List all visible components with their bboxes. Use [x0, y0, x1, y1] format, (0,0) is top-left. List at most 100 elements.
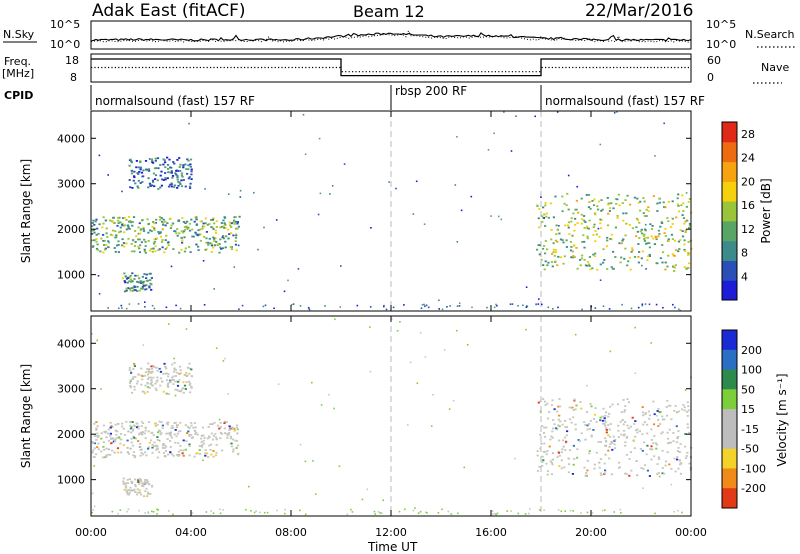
velocity-cell [565, 426, 569, 428]
velocity-cell [137, 491, 140, 494]
power-cell [684, 220, 687, 223]
power-cell [183, 229, 186, 231]
velocity-cell [585, 472, 588, 474]
velocity-cell [605, 429, 608, 431]
power-cell [157, 188, 160, 190]
power-cell [148, 285, 151, 288]
power-cell [586, 225, 589, 228]
power-scatter-cell [263, 226, 265, 229]
velocity-cell [97, 448, 100, 451]
velocity-cell [666, 399, 669, 402]
power-cell [608, 210, 611, 212]
power-cell [230, 248, 233, 250]
velocity-cell [123, 434, 127, 436]
power-cell [227, 228, 230, 231]
power-cell [162, 179, 165, 181]
power-scatter-cell [125, 307, 128, 310]
velocity-cell [599, 419, 602, 422]
velocity-cell [172, 375, 175, 378]
velocity-cell [573, 458, 576, 460]
velocity-cell [219, 437, 222, 440]
velocity-scatter-cell [237, 428, 239, 431]
power-cell [144, 245, 147, 247]
velocity-cell [553, 423, 556, 426]
power-scatter-cell [599, 143, 602, 146]
velocity-cell [109, 432, 112, 435]
power-cell [645, 208, 648, 211]
velocity-cell [122, 427, 125, 430]
velocity-cell [146, 373, 150, 376]
power-cell [586, 237, 589, 240]
velocity-cell [144, 479, 147, 481]
power-cell [162, 223, 165, 226]
power-cell [546, 264, 549, 267]
power-cell [150, 158, 153, 161]
velocity-cell [170, 379, 174, 382]
velocity-scatter-cell [684, 389, 687, 391]
velocity-scatter-cell [466, 344, 469, 346]
power-cell [167, 168, 170, 170]
power-cell [204, 217, 207, 220]
power-cell [608, 207, 612, 209]
power-scatter-cell [449, 305, 451, 307]
power-cell [583, 240, 586, 243]
power-cell [142, 283, 145, 285]
velocity-cell [564, 426, 567, 428]
power-cell [204, 222, 207, 225]
power-scatter-cell [613, 112, 616, 114]
velocity-cell [650, 428, 653, 431]
power-cell [162, 221, 165, 224]
velocity-cell [567, 457, 570, 460]
velocity-cell [670, 418, 673, 421]
power-cell [170, 172, 173, 174]
velocity-cell [659, 411, 662, 413]
velocity-cell [237, 444, 240, 447]
power-cell [567, 224, 570, 227]
velocity-scatter-cell [93, 465, 95, 467]
velocity-cell [542, 398, 545, 400]
power-cell [664, 227, 667, 230]
power-cell [170, 170, 173, 173]
power-scatter-cell [672, 303, 674, 306]
velocity-cell [571, 473, 574, 475]
velocity-cell [679, 472, 683, 475]
velocity-cell [124, 482, 127, 485]
power-cell [230, 222, 233, 225]
power-scatter-cell [470, 195, 473, 198]
velocity-cell [95, 438, 98, 441]
power-colorbar-frame [721, 121, 738, 301]
power-cell [626, 264, 629, 267]
velocity-cell [225, 421, 228, 423]
power-cell [138, 277, 141, 280]
velocity-cell [129, 489, 133, 492]
velocity-cell [539, 447, 542, 450]
power-cell [96, 227, 99, 230]
velocity-cell [129, 380, 132, 382]
power-cell [567, 221, 570, 224]
velocity-cell [137, 427, 140, 430]
power-scatter-cell [460, 209, 463, 212]
power-cell [554, 249, 557, 251]
velocity-cell [177, 390, 180, 392]
power-cell [127, 227, 130, 230]
power-cell [91, 232, 94, 235]
power-cell [648, 255, 651, 257]
power-cell [606, 224, 610, 227]
power-scatter-cell [308, 308, 311, 311]
power-cell [105, 227, 108, 230]
power-cell [138, 171, 141, 173]
velocity-cell [103, 448, 106, 451]
velocity-cell [207, 435, 211, 438]
freq-label-line2: [MHz] [2, 67, 34, 80]
power-scatter-cell [343, 163, 346, 165]
velocity-cell [129, 386, 132, 389]
power-scatter-cell [318, 137, 321, 140]
power-cell [660, 220, 663, 223]
power-cell [659, 225, 662, 228]
power-cell [211, 218, 214, 221]
velocity-cell [145, 454, 148, 457]
power-cell [151, 250, 154, 253]
power-cell [141, 275, 144, 278]
velocity-scatter-cell [447, 510, 450, 513]
power-cell [92, 245, 95, 247]
